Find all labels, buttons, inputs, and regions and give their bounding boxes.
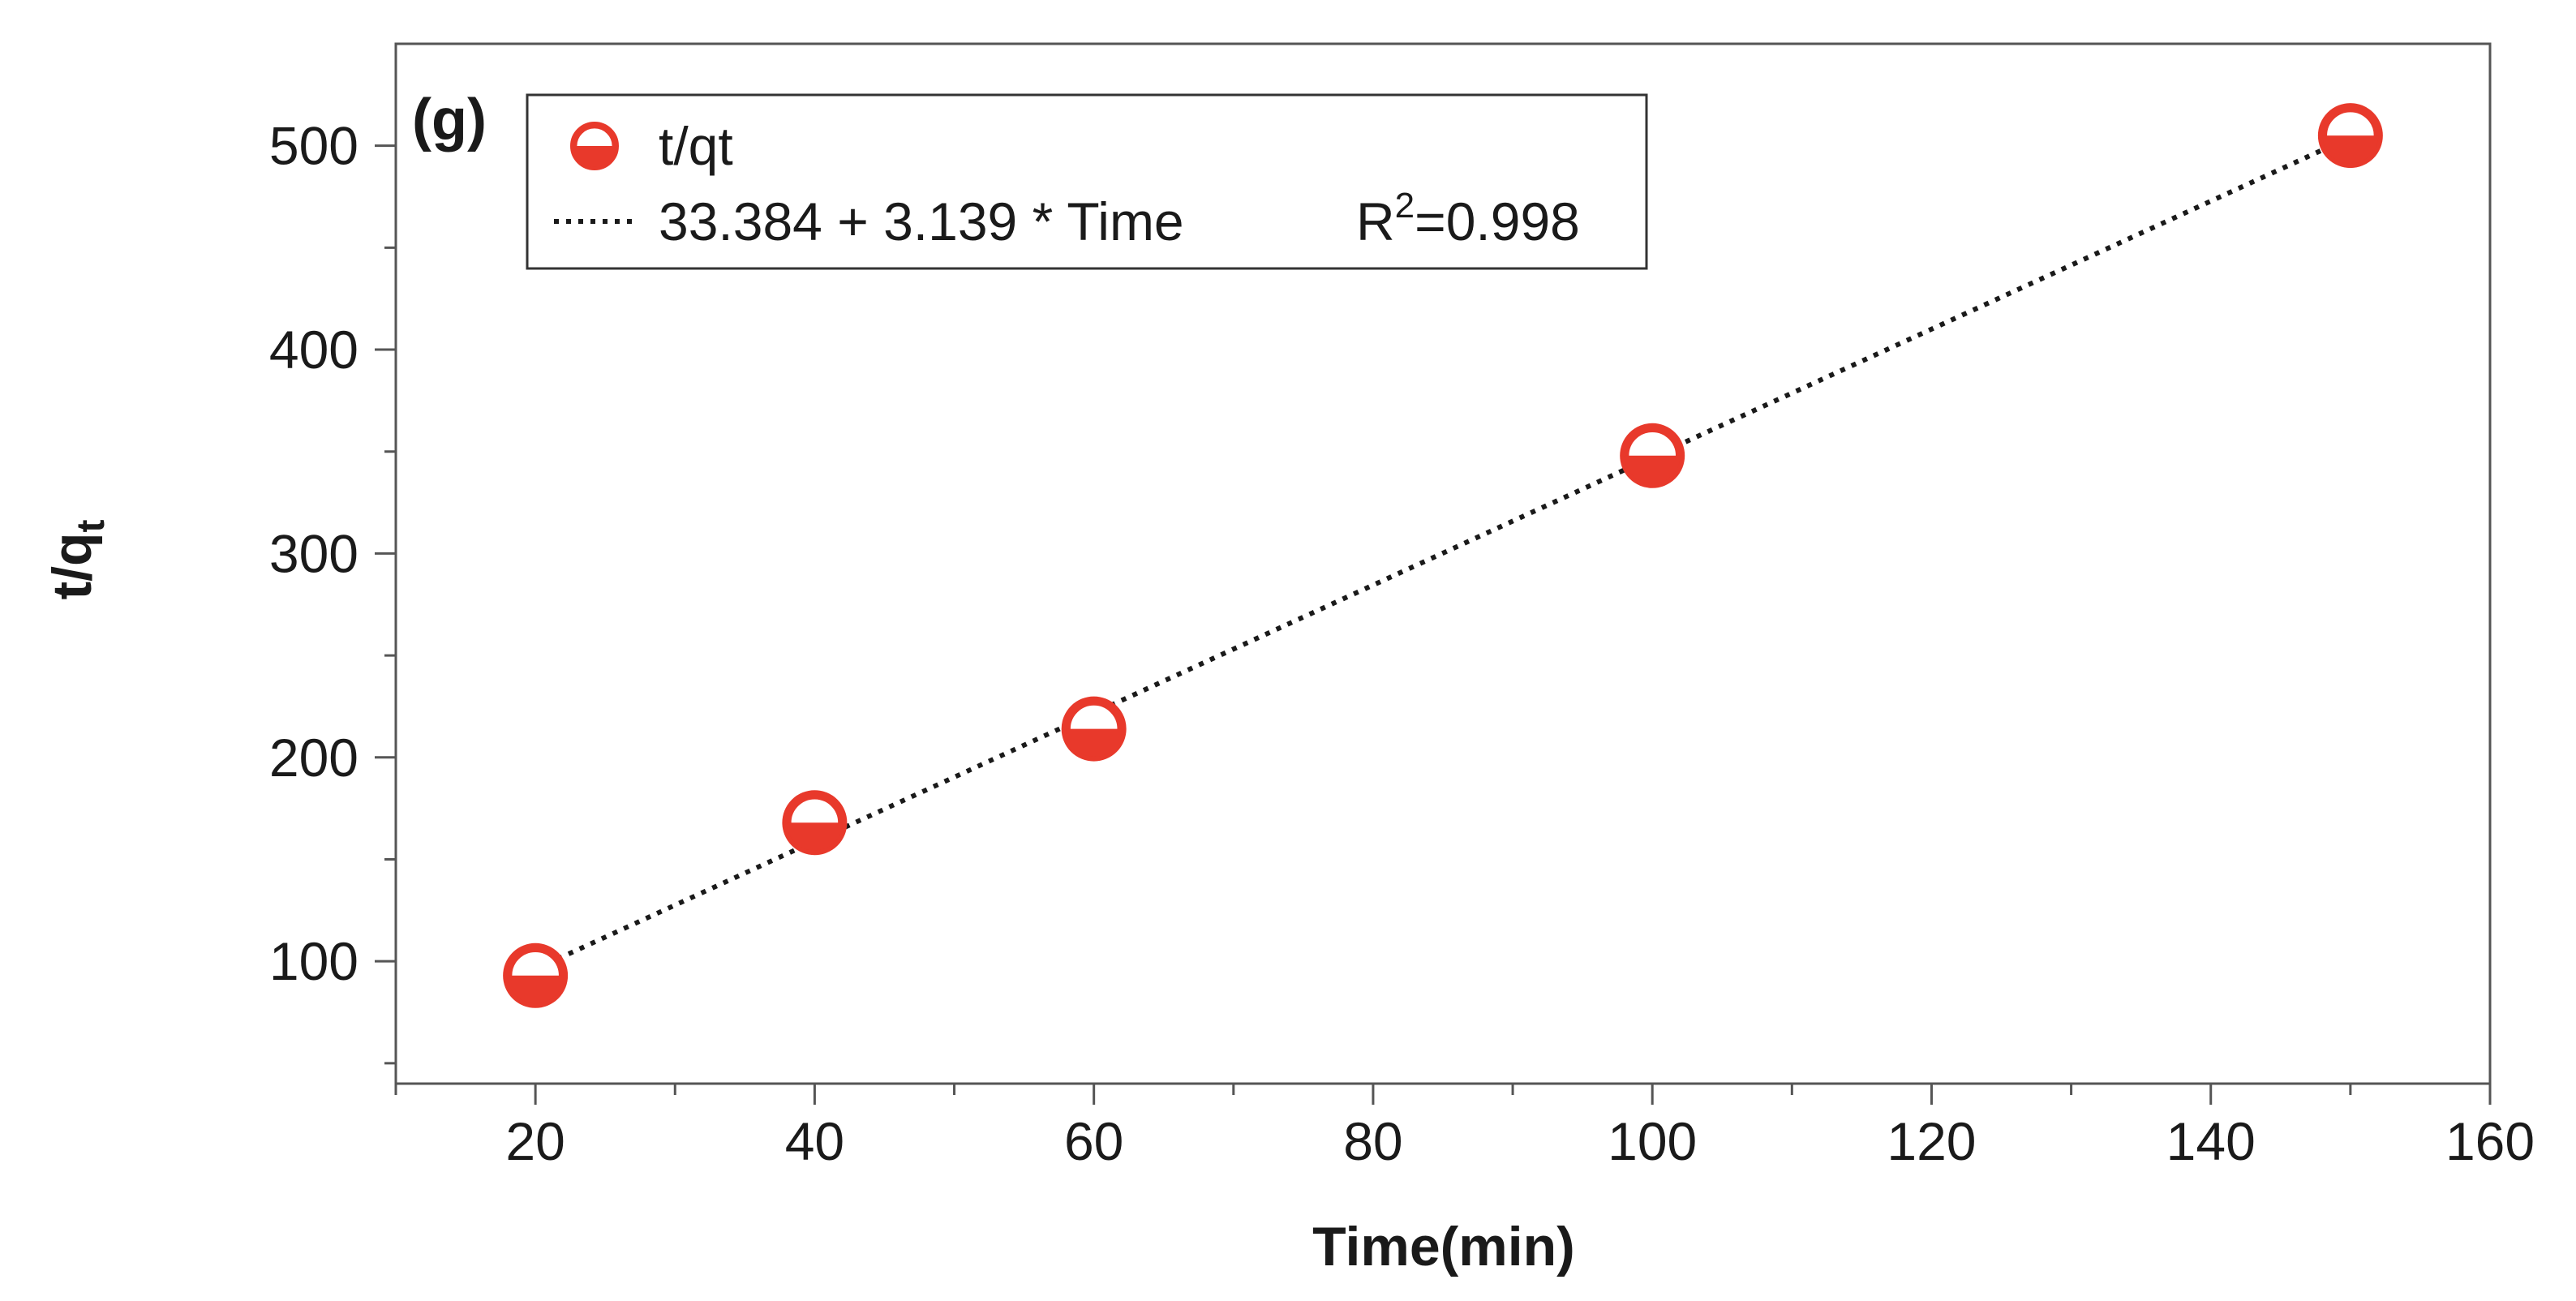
legend-r2-superscript: 2 xyxy=(1395,186,1415,225)
x-axis: 20 40 60 80 100 120 140 160 xyxy=(394,1084,2535,1171)
x-tick-label: 140 xyxy=(2166,1111,2256,1171)
marker-bottom-fill xyxy=(2322,135,2379,164)
x-tick-label: 160 xyxy=(2445,1111,2535,1171)
legend-entry-series: t/qt xyxy=(659,116,733,176)
marker-bottom-fill xyxy=(573,146,616,167)
x-axis-title: Time(min) xyxy=(1312,1216,1575,1277)
y-axis-title-main: t/q xyxy=(41,532,103,599)
y-tick-label: 200 xyxy=(269,728,358,788)
panel-label: (g) xyxy=(412,88,487,152)
x-tick-label: 20 xyxy=(505,1111,565,1171)
y-axis: 100 200 300 400 500 xyxy=(269,116,396,1065)
y-axis-title: t/qt xyxy=(41,519,113,599)
x-tick-label: 100 xyxy=(1608,1111,1697,1171)
y-tick-label: 500 xyxy=(269,116,358,176)
x-tick-label: 120 xyxy=(1887,1111,1976,1171)
legend-r2: R2=0.998 xyxy=(1356,186,1580,251)
plot-frame xyxy=(394,42,2492,1085)
data-point xyxy=(2317,103,2383,169)
data-points xyxy=(503,103,2383,1008)
data-point xyxy=(782,790,848,856)
marker-bottom-fill xyxy=(507,975,564,1004)
marker-bottom-fill xyxy=(1066,728,1123,758)
legend-r2-value: =0.998 xyxy=(1415,191,1580,251)
y-tick-label: 100 xyxy=(269,931,358,991)
legend-r2-prefix: R xyxy=(1356,191,1395,251)
legend: t/qt 33.384 + 3.139 * Time R2=0.998 xyxy=(526,93,1648,270)
legend-entry-fit: 33.384 + 3.139 * Time xyxy=(659,191,1184,251)
y-tick-label: 400 xyxy=(269,320,358,380)
data-point xyxy=(503,942,569,1008)
marker-bottom-fill xyxy=(787,822,843,851)
data-point xyxy=(1620,423,1685,488)
x-tick-label: 80 xyxy=(1343,1111,1402,1171)
data-point xyxy=(1061,696,1127,762)
y-tick-label: 300 xyxy=(269,523,358,583)
x-tick-label: 60 xyxy=(1064,1111,1123,1171)
legend-box xyxy=(526,93,1648,270)
marker-bottom-fill xyxy=(1624,455,1681,484)
legend-marker-icon xyxy=(569,121,620,171)
x-tick-label: 40 xyxy=(785,1111,844,1171)
y-axis-title-subscript: t xyxy=(70,519,113,532)
